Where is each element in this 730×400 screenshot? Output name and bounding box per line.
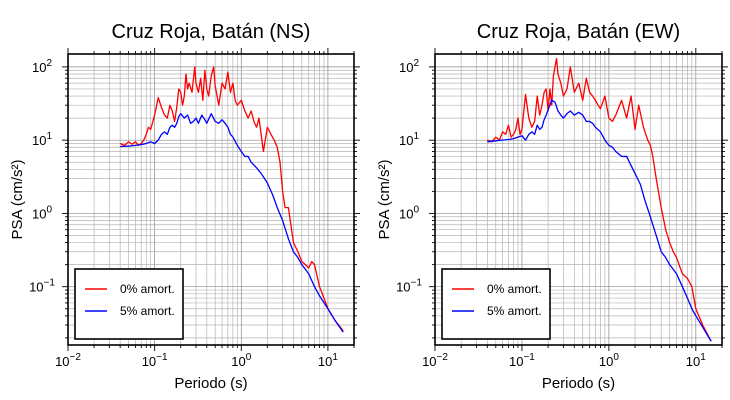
series-line-5pct	[487, 99, 712, 342]
y-tick-label: 10−1	[396, 278, 422, 295]
legend: 0% amort. 5% amort.	[74, 268, 184, 340]
legend-box	[74, 268, 184, 340]
legend-label: 0% amort.	[487, 282, 542, 296]
legend-label: 5% amort.	[487, 304, 542, 318]
y-tick-label: 100	[32, 204, 52, 221]
series-line-0pct	[119, 66, 344, 332]
plot-frame	[434, 53, 723, 346]
series-line-0pct	[487, 57, 712, 342]
series-group	[119, 66, 344, 333]
legend-label: 5% amort.	[120, 304, 175, 318]
x-axis-label: Periodo (s)	[542, 375, 615, 392]
chart-title: Cruz Roja, Batán (EW)	[477, 21, 680, 43]
x-tick-label: 10−2	[55, 352, 81, 369]
y-axis-label: PSA (cm/s²)	[9, 159, 26, 239]
legend: 0% amort. 5% amort.	[441, 268, 551, 340]
chart-panel-ns: 10−2 10−1 100 101 10−1 100 101 102 Cruz Roja, Ba…	[9, 21, 360, 392]
y-axis-label: PSA (cm/s²)	[376, 159, 393, 239]
x-tick-label: 10−1	[142, 352, 168, 369]
y-tick-label: 10−1	[29, 278, 55, 295]
x-tick-label: 10−1	[509, 352, 535, 369]
series-group	[487, 57, 712, 342]
y-tick-label: 100	[399, 204, 419, 221]
x-tick-label: 100	[599, 352, 619, 369]
chart-panel-ew: 10−2 10−1 100 101 10−1 100 101 102 Cruz Roja, Ba…	[376, 21, 728, 392]
chart-title: Cruz Roja, Batán (NS)	[112, 21, 311, 43]
legend-box	[441, 268, 551, 340]
y-tick-label: 101	[399, 131, 419, 148]
y-tick-label: 102	[32, 58, 52, 75]
y-tick-label: 101	[32, 131, 52, 148]
x-tick-label: 100	[231, 352, 251, 369]
x-tick-label: 101	[318, 352, 338, 369]
plot-frame	[67, 53, 355, 346]
series-line-5pct	[120, 113, 344, 333]
x-tick-label: 101	[686, 352, 706, 369]
y-tick-label: 102	[399, 58, 419, 75]
x-axis-label: Periodo (s)	[174, 375, 247, 392]
legend-label: 0% amort.	[120, 282, 175, 296]
x-tick-label: 10−2	[422, 352, 448, 369]
